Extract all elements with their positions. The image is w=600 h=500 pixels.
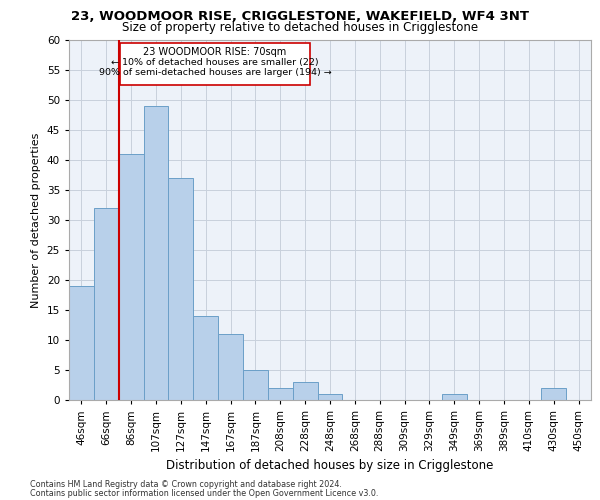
Text: Contains public sector information licensed under the Open Government Licence v3: Contains public sector information licen… <box>30 488 379 498</box>
Bar <box>268 388 293 400</box>
Bar <box>293 382 317 400</box>
Text: ← 10% of detached houses are smaller (22): ← 10% of detached houses are smaller (22… <box>111 58 319 67</box>
Bar <box>119 154 143 400</box>
Bar <box>541 388 566 400</box>
Bar <box>317 394 343 400</box>
X-axis label: Distribution of detached houses by size in Crigglestone: Distribution of detached houses by size … <box>166 460 494 472</box>
Text: Size of property relative to detached houses in Crigglestone: Size of property relative to detached ho… <box>122 22 478 35</box>
FancyBboxPatch shape <box>120 43 310 85</box>
Bar <box>143 106 169 400</box>
Bar <box>69 286 94 400</box>
Text: 23 WOODMOOR RISE: 70sqm: 23 WOODMOOR RISE: 70sqm <box>143 47 287 57</box>
Bar <box>94 208 119 400</box>
Bar <box>193 316 218 400</box>
Bar <box>442 394 467 400</box>
Text: Contains HM Land Registry data © Crown copyright and database right 2024.: Contains HM Land Registry data © Crown c… <box>30 480 342 489</box>
Text: 23, WOODMOOR RISE, CRIGGLESTONE, WAKEFIELD, WF4 3NT: 23, WOODMOOR RISE, CRIGGLESTONE, WAKEFIE… <box>71 10 529 23</box>
Bar <box>218 334 243 400</box>
Text: 90% of semi-detached houses are larger (194) →: 90% of semi-detached houses are larger (… <box>98 68 331 77</box>
Y-axis label: Number of detached properties: Number of detached properties <box>31 132 41 308</box>
Bar <box>243 370 268 400</box>
Bar <box>169 178 193 400</box>
